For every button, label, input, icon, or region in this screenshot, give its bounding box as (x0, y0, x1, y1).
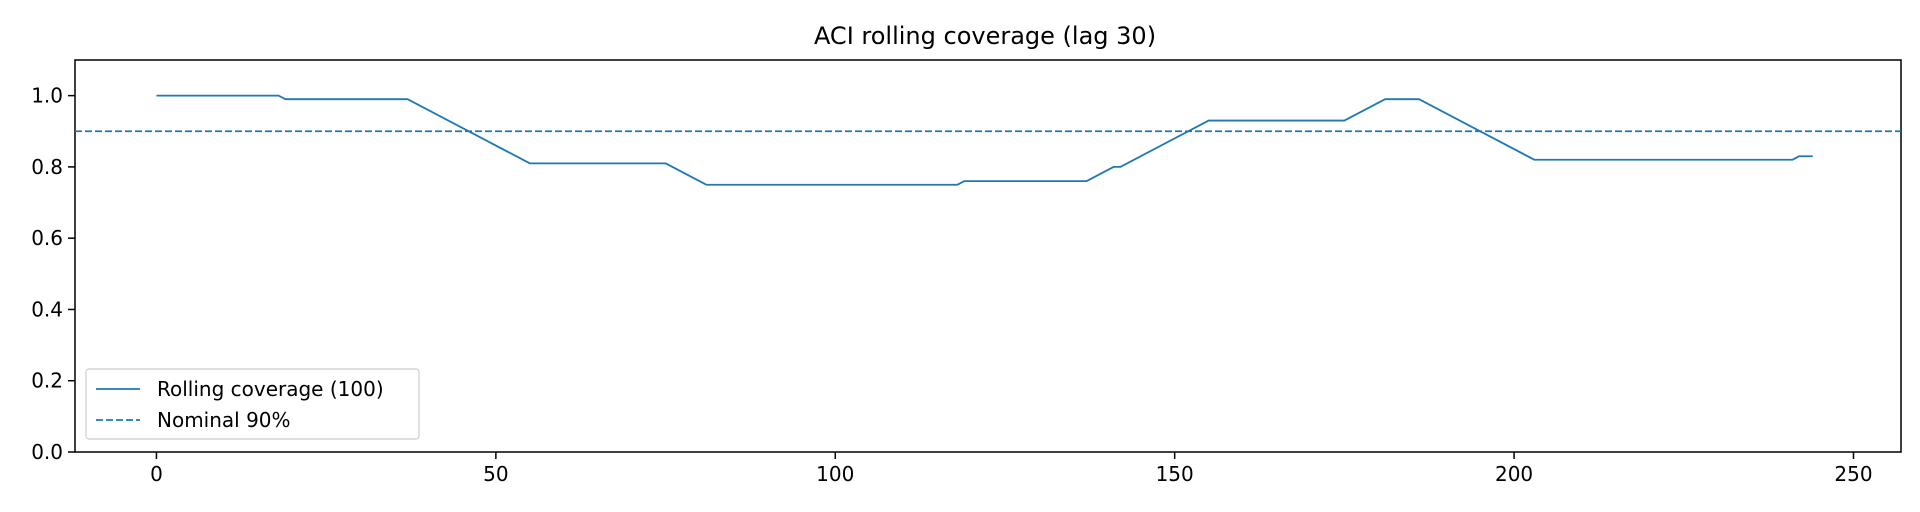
y-tick-label: 0.6 (31, 226, 63, 250)
series-layer (75, 94, 1901, 186)
y-tick-label: 0.8 (31, 155, 63, 179)
y-tick-label: 0.4 (31, 297, 63, 321)
x-tick-label: 50 (483, 462, 508, 486)
x-tick-label: 250 (1834, 462, 1872, 486)
plot-area-frame (74, 59, 1902, 453)
x-axis: 0 50 100 150 200 250 (150, 452, 1873, 486)
legend: Rolling coverage (100) Nominal 90% (85, 368, 420, 440)
chart-title: ACI rolling coverage (lag 30) (814, 22, 1156, 50)
y-tick-label: 1.0 (31, 84, 63, 108)
y-tick-label: 0.2 (31, 369, 63, 393)
x-tick-label: 100 (816, 462, 854, 486)
legend-label: Rolling coverage (100) (157, 377, 384, 401)
x-tick-label: 150 (1156, 462, 1194, 486)
legend-label: Nominal 90% (157, 408, 291, 432)
legend-box (85, 368, 420, 440)
x-tick-label: 0 (150, 462, 163, 486)
y-tick-label: 0.0 (31, 440, 63, 464)
x-tick-label: 200 (1495, 462, 1533, 486)
y-axis: 0.0 0.2 0.4 0.6 0.8 1.0 (31, 84, 75, 464)
rolling-coverage-line (156, 94, 1813, 186)
